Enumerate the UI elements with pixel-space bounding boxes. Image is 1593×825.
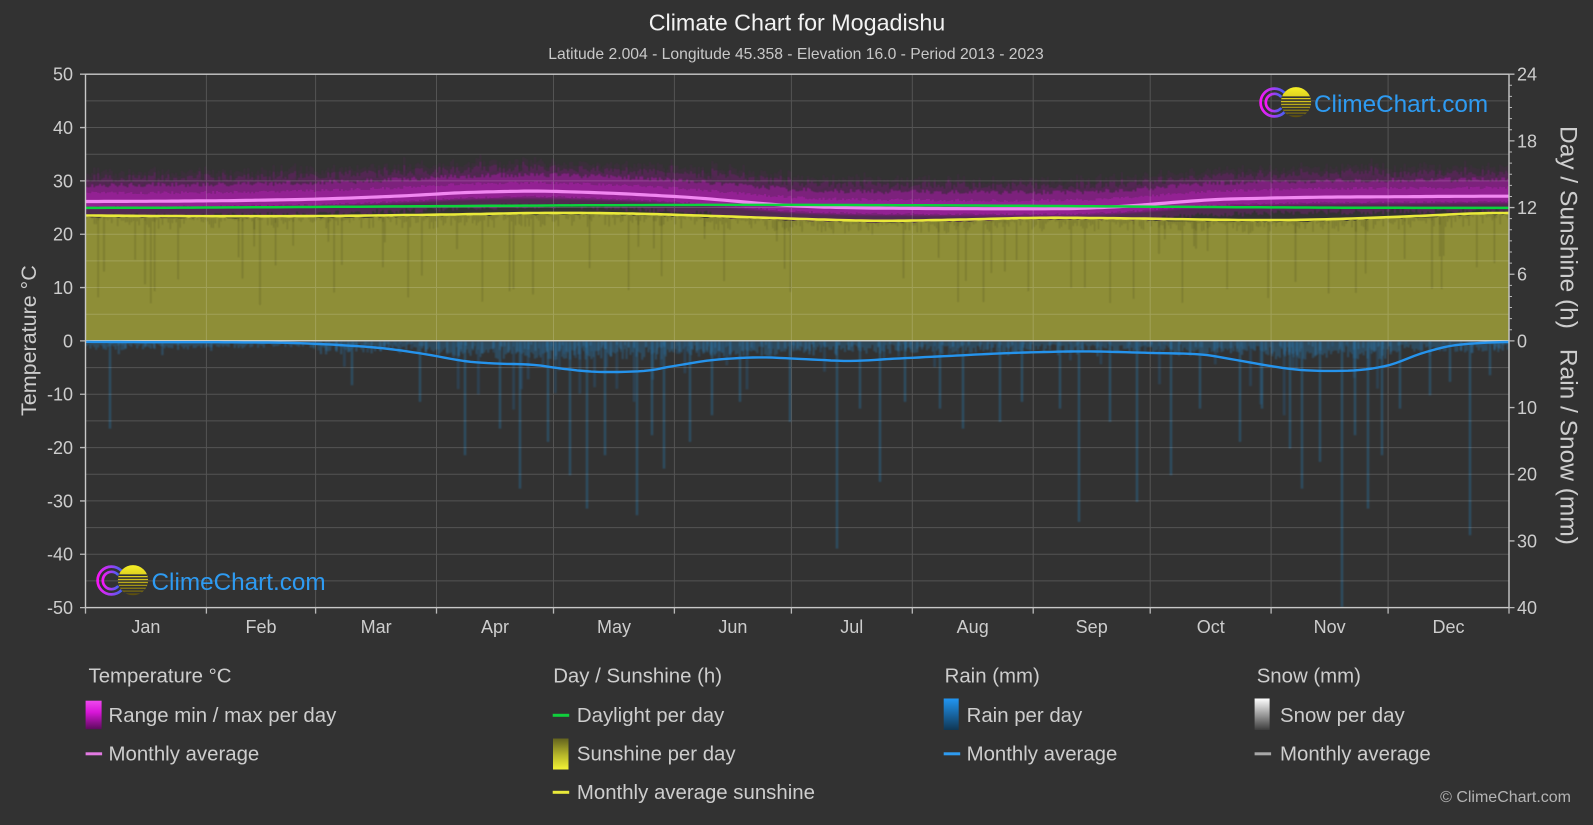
svg-text:Snow (mm): Snow (mm) xyxy=(1257,666,1361,688)
svg-text:ClimeChart.com: ClimeChart.com xyxy=(1314,91,1488,118)
svg-text:Rain / Snow (mm): Rain / Snow (mm) xyxy=(1555,349,1582,545)
svg-text:Jun: Jun xyxy=(718,617,747,637)
svg-text:0: 0 xyxy=(1517,331,1527,351)
svg-text:May: May xyxy=(597,617,631,637)
svg-text:Jan: Jan xyxy=(131,617,160,637)
svg-text:Range min / max per day: Range min / max per day xyxy=(109,705,338,727)
svg-text:30: 30 xyxy=(1517,531,1537,551)
svg-text:Day / Sunshine (h): Day / Sunshine (h) xyxy=(1555,126,1582,329)
svg-text:Monthly average: Monthly average xyxy=(967,744,1118,766)
svg-text:Monthly average sunshine: Monthly average sunshine xyxy=(577,782,815,804)
svg-text:Sep: Sep xyxy=(1076,617,1108,637)
svg-text:10: 10 xyxy=(1517,398,1537,418)
svg-text:Temperature °C: Temperature °C xyxy=(89,666,232,688)
svg-text:-50: -50 xyxy=(47,598,73,618)
svg-text:50: 50 xyxy=(53,65,73,85)
svg-text:Mar: Mar xyxy=(361,617,392,637)
svg-text:18: 18 xyxy=(1517,131,1537,151)
svg-text:ClimeChart.com: ClimeChart.com xyxy=(152,569,326,596)
svg-text:Aug: Aug xyxy=(957,617,989,637)
svg-text:30: 30 xyxy=(53,171,73,191)
svg-text:-10: -10 xyxy=(47,385,73,405)
svg-text:40: 40 xyxy=(1517,598,1537,618)
svg-text:20: 20 xyxy=(53,225,73,245)
svg-text:20: 20 xyxy=(1517,465,1537,485)
svg-text:Sunshine per day: Sunshine per day xyxy=(577,744,737,766)
svg-text:Snow per day: Snow per day xyxy=(1280,705,1405,727)
svg-text:40: 40 xyxy=(53,118,73,138)
svg-text:Monthly average: Monthly average xyxy=(1280,744,1431,766)
svg-text:Dec: Dec xyxy=(1432,617,1464,637)
svg-text:10: 10 xyxy=(53,278,73,298)
svg-text:Daylight per day: Daylight per day xyxy=(577,705,725,727)
svg-text:-40: -40 xyxy=(47,545,73,565)
svg-text:Latitude 2.004 - Longitude 45.: Latitude 2.004 - Longitude 45.358 - Elev… xyxy=(548,46,1044,63)
svg-text:Jul: Jul xyxy=(840,617,863,637)
svg-text:Nov: Nov xyxy=(1314,617,1346,637)
svg-text:Rain per day: Rain per day xyxy=(967,705,1083,727)
svg-text:Rain (mm): Rain (mm) xyxy=(945,666,1040,688)
svg-text:0: 0 xyxy=(63,331,73,351)
svg-text:Temperature °C: Temperature °C xyxy=(17,265,41,416)
svg-text:Feb: Feb xyxy=(245,617,276,637)
svg-text:Oct: Oct xyxy=(1197,617,1225,637)
svg-text:-20: -20 xyxy=(47,438,73,458)
svg-text:Apr: Apr xyxy=(481,617,509,637)
svg-text:Monthly average: Monthly average xyxy=(109,744,260,766)
svg-text:Climate Chart for Mogadishu: Climate Chart for Mogadishu xyxy=(649,9,946,35)
svg-text:6: 6 xyxy=(1517,265,1527,285)
svg-text:-30: -30 xyxy=(47,491,73,511)
svg-text:Day / Sunshine (h): Day / Sunshine (h) xyxy=(553,666,722,688)
svg-text:© ClimeChart.com: © ClimeChart.com xyxy=(1440,789,1571,806)
svg-text:12: 12 xyxy=(1517,198,1537,218)
svg-text:24: 24 xyxy=(1517,65,1537,85)
